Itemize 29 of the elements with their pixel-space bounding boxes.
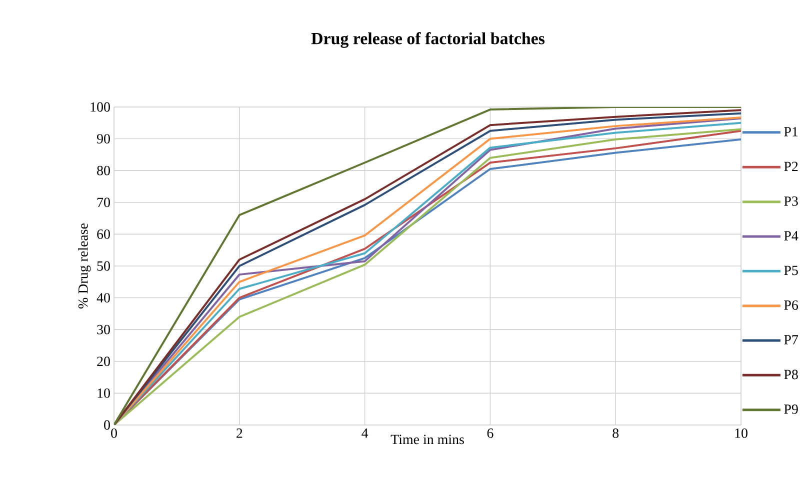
y-tick-label: 0 (104, 420, 110, 430)
legend-label: P7 (784, 335, 798, 344)
y-tick-label: 80 (97, 166, 110, 176)
y-tick-label: 50 (97, 261, 110, 271)
x-tick-label: 0 (111, 428, 117, 438)
y-axis-title: % Drug release (78, 224, 91, 308)
y-tick-label: 30 (97, 324, 110, 334)
legend-label: P5 (784, 266, 798, 276)
x-tick-label: 4 (362, 428, 368, 438)
x-tick-label: 2 (236, 428, 242, 438)
legend-label: P2 (784, 162, 798, 171)
x-tick-label: 10 (735, 428, 748, 438)
y-tick-label: 100 (90, 102, 110, 112)
y-tick-label: 20 (97, 356, 110, 366)
chart-title: Drug release of factorial batches (311, 32, 545, 48)
y-tick-label: 10 (98, 388, 110, 398)
legend-label: P3 (784, 196, 798, 206)
y-tick-label: 70 (97, 198, 110, 208)
legend-label: P4 (784, 231, 798, 240)
legend-label: P9 (784, 404, 798, 414)
y-tick-label: 90 (96, 134, 110, 144)
legend-label: P6 (784, 300, 798, 310)
legend-label: P8 (784, 370, 798, 380)
x-tick-label: 6 (487, 428, 494, 438)
y-tick-label: 40 (96, 293, 110, 302)
y-tick-label: 60 (97, 229, 110, 239)
x-axis-title: Time in mins (390, 434, 464, 444)
legend-label: P1 (784, 127, 798, 136)
x-tick-label: 8 (612, 428, 619, 438)
